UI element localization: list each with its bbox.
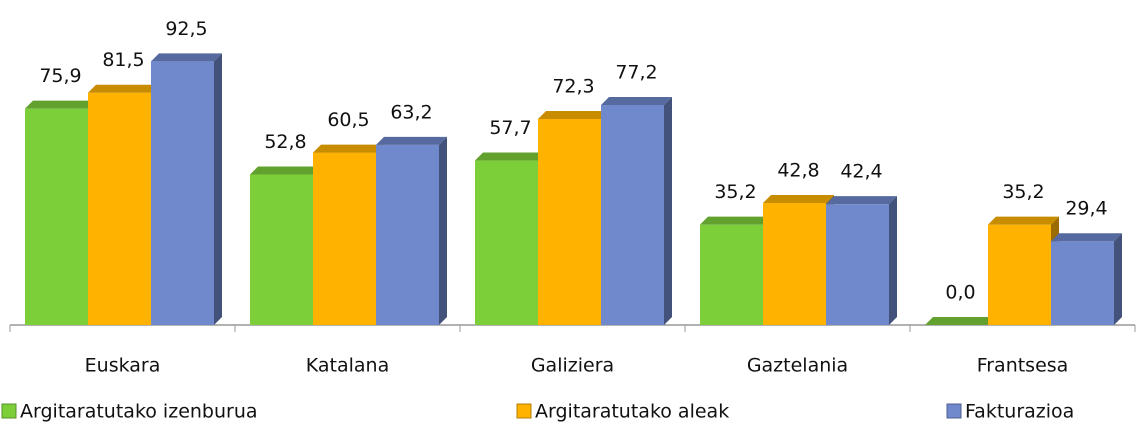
value-label: 35,2 (714, 181, 756, 203)
bar (475, 152, 546, 325)
bar-front (376, 144, 439, 325)
bar-top (25, 100, 96, 109)
bar (376, 136, 447, 325)
bar-front (25, 108, 88, 325)
x-tick-label: Gaztelania (747, 355, 848, 377)
x-tick-label: Euskara (85, 355, 161, 377)
bar-front (826, 204, 889, 325)
bar-front (151, 61, 214, 325)
bar (538, 110, 609, 325)
bar (700, 216, 771, 325)
bar-top (601, 96, 672, 105)
x-tick-label: Frantsesa (977, 355, 1069, 377)
bar-top (88, 84, 159, 93)
bar-front (475, 160, 538, 325)
value-label: 29,4 (1065, 198, 1107, 220)
value-label: 63,2 (390, 101, 432, 123)
bar-front (538, 118, 601, 325)
legend-swatch (1, 403, 17, 419)
bar-front (88, 92, 151, 325)
value-label: 42,4 (840, 161, 882, 183)
bar-side (439, 136, 447, 325)
bar (601, 96, 672, 325)
bar-top (763, 195, 834, 204)
bar (925, 317, 996, 325)
bar-front (763, 203, 826, 325)
value-label: 72,3 (552, 75, 594, 97)
value-label: 57,7 (489, 117, 531, 139)
bar-side (214, 53, 222, 325)
bar-front (250, 174, 313, 325)
legend-swatch (946, 403, 962, 419)
legend-swatch (516, 403, 532, 419)
value-label: 0,0 (945, 282, 975, 304)
legend-label: Fakturazioa (965, 401, 1074, 423)
bar-top (826, 196, 897, 205)
bar (1051, 233, 1122, 325)
value-label: 81,5 (102, 49, 144, 71)
bar (763, 195, 834, 325)
value-label: 60,5 (327, 109, 369, 131)
bar-top (700, 216, 771, 225)
x-tick-label: Galiziera (531, 355, 614, 377)
bar-top (475, 152, 546, 161)
bar-top (151, 53, 222, 62)
bar-top (988, 216, 1059, 225)
bar-front (601, 104, 664, 325)
bar-front (313, 152, 376, 325)
bar (250, 166, 321, 325)
legend-label: Argitaratutako izenburua (20, 401, 258, 423)
bar-side (889, 196, 897, 325)
bar-top (925, 317, 996, 325)
value-label: 92,5 (165, 18, 207, 40)
bar-front (700, 224, 763, 325)
value-label: 42,8 (777, 160, 819, 182)
bar-side (1114, 233, 1122, 325)
bar-top (538, 110, 609, 119)
bar (313, 144, 384, 325)
bar-front (1051, 241, 1114, 325)
value-label: 77,2 (615, 61, 657, 83)
bar (988, 216, 1059, 325)
bar-front (988, 224, 1051, 325)
bar-top (376, 136, 447, 145)
value-label: 35,2 (1002, 181, 1044, 203)
legend-label: Argitaratutako aleak (535, 401, 729, 423)
bar-top (313, 144, 384, 153)
value-label: 75,9 (39, 65, 81, 87)
value-label: 52,8 (264, 131, 306, 153)
bar (151, 53, 222, 325)
bar (826, 196, 897, 325)
bar-side (664, 96, 672, 325)
bar-top (1051, 233, 1122, 242)
bar-top (250, 166, 321, 175)
bar (25, 100, 96, 325)
bar (88, 84, 159, 325)
x-tick-label: Katalana (306, 355, 389, 377)
